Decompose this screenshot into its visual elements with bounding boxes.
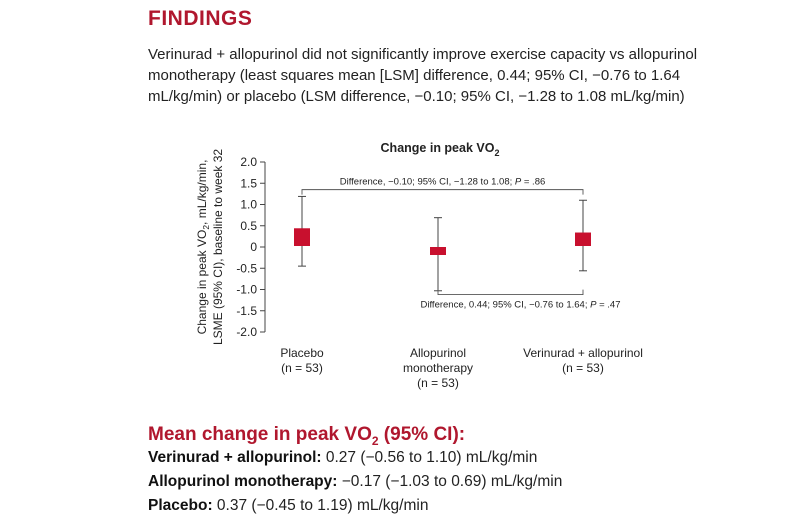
difference-bracket [301,189,584,195]
category-label: monotherapy [403,361,473,375]
mean-line-verinurad: Verinurad + allopurinol: 0.27 (−0.56 to … [148,449,538,466]
y-tick-label: 1.5 [240,176,257,190]
y-tick-label: 0.5 [240,219,257,233]
category-label: (n = 53) [417,376,459,390]
peak-vo2-chart: Change in peak VO2 Change in peak VO2, mL… [195,141,643,390]
findings-heading: FINDINGS [148,7,253,30]
point-marker [294,228,310,246]
findings-text: Verinurad + allopurinol did not signific… [148,46,698,105]
point-marker [575,232,591,246]
difference-annotation: Difference, 0.44; 95% CI, −0.76 to 1.64;… [420,300,620,311]
category-label: Allopurinol [410,346,466,360]
category-label: (n = 53) [281,361,323,375]
y-tick-label: -1.0 [236,283,257,297]
category-label: Verinurad + allopurinol [523,346,643,360]
difference-annotation: Difference, −0.10; 95% CI, −1.28 to 1.08… [340,177,546,188]
difference-bracket [437,289,584,296]
point-marker [430,247,446,255]
mean-line-placebo: Placebo: 0.37 (−0.45 to 1.19) mL/kg/min [148,497,429,514]
mean-line-allopurinol: Allopurinol monotherapy: −0.17 (−1.03 to… [148,473,563,490]
y-axis-label-line1: Change in peak VO2, mL/kg/min, [195,160,211,335]
y-tick-label: 2.0 [240,155,257,169]
y-tick-label: -2.0 [236,325,257,339]
category-label: (n = 53) [562,361,604,375]
chart-title: Change in peak VO2 [381,141,500,158]
y-axis-label: Change in peak VO2, mL/kg/min, LSME (95% … [195,149,225,345]
y-tick-label: -1.5 [236,304,257,318]
y-tick-label: 0 [250,240,257,254]
y-tick-label: -0.5 [236,261,257,275]
y-tick-label: 1.0 [240,198,257,212]
y-axis-label-line2: LSME (95% CI), baseline to week 32 [211,149,225,345]
mean-change-title: Mean change in peak VO2 (95% CI): [148,424,466,448]
category-label: Placebo [280,346,324,360]
